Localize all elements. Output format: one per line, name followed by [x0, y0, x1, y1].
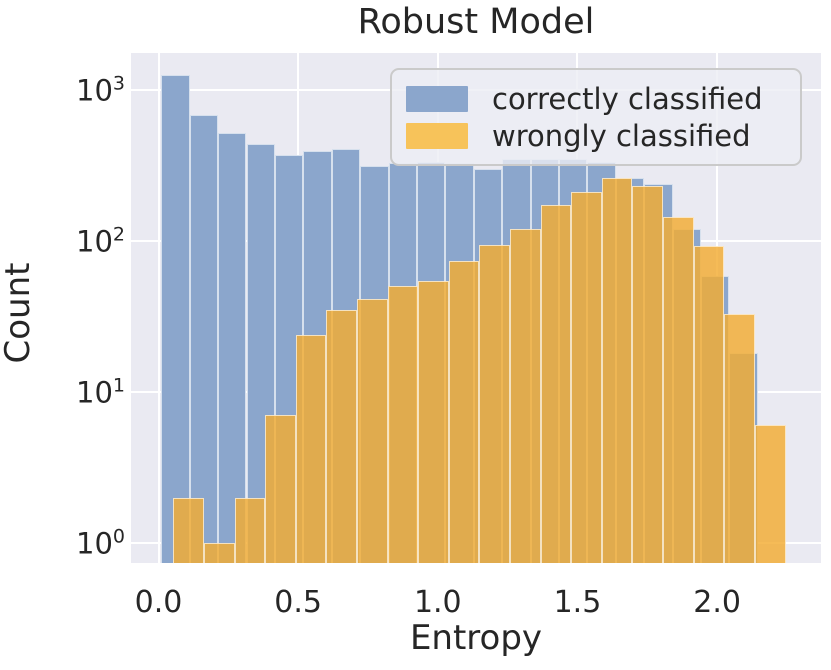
y-axis-ticks: 100 101 102 103	[0, 0, 125, 670]
histogram-bar-orange	[663, 216, 694, 563]
x-tick-label: 0.0	[134, 585, 183, 620]
gridline-vertical	[157, 53, 160, 563]
histogram-bar-orange	[326, 309, 357, 563]
x-tick-label: 1.5	[553, 585, 602, 620]
x-axis-label: Entropy	[409, 618, 543, 658]
histogram-bar-blue	[161, 75, 190, 563]
blue-swatch-icon	[406, 85, 468, 112]
x-tick-label: 1.0	[413, 585, 462, 620]
histogram-bar-orange	[632, 185, 664, 563]
histogram-bar-orange	[265, 415, 296, 563]
histogram-bar-orange	[724, 313, 755, 563]
histogram-bar-orange	[295, 334, 327, 563]
histogram-bar-orange	[510, 229, 541, 563]
y-tick-label: 103	[76, 72, 125, 108]
legend-item-wrong: wrongly classified	[406, 117, 786, 154]
histogram-bar-orange	[479, 245, 511, 563]
orange-swatch-icon	[406, 122, 468, 149]
histogram-bar-blue	[218, 132, 247, 563]
histogram-bar-orange	[448, 260, 480, 563]
x-tick-label: 2.0	[693, 585, 741, 620]
y-tick-label: 100	[76, 525, 125, 561]
legend-label: wrongly classified	[492, 118, 751, 153]
histogram-bar-orange	[418, 281, 449, 563]
histogram-bar-orange	[693, 246, 725, 563]
legend: correctly classified wrongly classified	[390, 68, 802, 166]
histogram-bar-orange	[601, 178, 633, 563]
histogram-bar-orange	[387, 286, 419, 563]
histogram-bar-blue	[189, 115, 219, 563]
y-tick-label: 101	[76, 374, 125, 410]
histogram-bar-orange	[540, 205, 572, 563]
x-tick-label: 0.5	[274, 585, 322, 620]
histogram-bar-orange	[356, 299, 388, 563]
legend-item-correct: correctly classified	[406, 80, 786, 117]
histogram-bar-orange	[173, 497, 204, 563]
histogram-bar-orange	[234, 497, 266, 563]
chart-title: Robust Model	[357, 2, 595, 42]
y-tick-label: 102	[76, 223, 125, 259]
histogram-bar-orange	[203, 543, 235, 563]
y-axis-label: Count	[0, 262, 38, 364]
histogram-bar-orange	[754, 425, 786, 563]
histogram-bar-orange	[571, 191, 602, 563]
legend-label: correctly classified	[492, 81, 763, 116]
